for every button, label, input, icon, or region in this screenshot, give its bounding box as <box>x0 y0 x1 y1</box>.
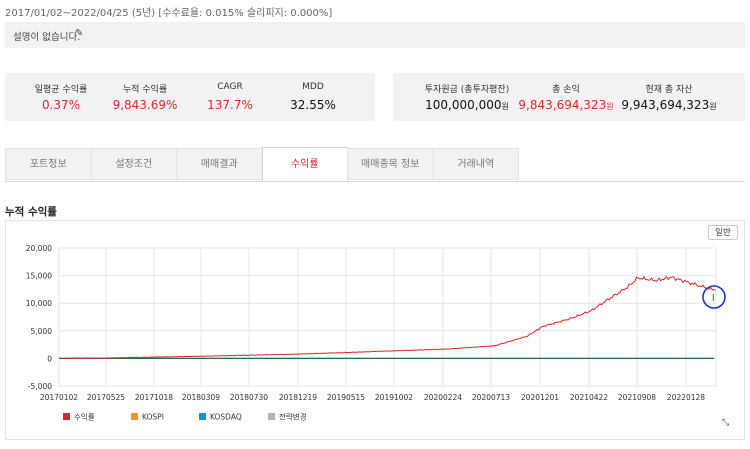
stat-value: 100,000,000원 <box>425 98 509 112</box>
stat-unit: 원 <box>501 102 509 111</box>
tab-3[interactable]: 수익률 <box>261 147 348 181</box>
stats-panel-left: 일평균 수익률 0.37% 누적 수익률 9,843.69% CAGR 137.7% MDD… <box>5 73 375 121</box>
tab-0[interactable]: 포트정보 <box>5 148 92 180</box>
stat-unit: 원 <box>606 102 614 111</box>
stat-label: 총 손익 <box>552 85 580 95</box>
pencil-icon[interactable]: ✎ <box>75 28 84 39</box>
chart-container <box>5 220 745 440</box>
description-box: 설명이 없습니다. ✎ <box>5 22 745 48</box>
stat-unit: 원 <box>709 102 717 111</box>
stats-panel-right: 투자원금 (총투자평잔) 100,000,000원 총 손익 9,843,694,32… <box>393 73 745 121</box>
result-tabs: 포트정보 설정조건 매매결과 수익률 매매종목 정보 거래내역 <box>5 147 745 182</box>
stat-label: MDD <box>302 82 324 92</box>
resize-handle-icon[interactable]: ⤡ <box>722 418 730 428</box>
chart-section-title: 누적 수익률 <box>5 206 57 218</box>
tab-2[interactable]: 매매결과 <box>176 148 263 180</box>
chart-mode-button[interactable]: 일반 <box>708 225 738 240</box>
tab-1[interactable]: 설정조건 <box>90 148 177 180</box>
stat-label: 일평균 수익률 <box>34 85 88 95</box>
stat-label: CAGR <box>217 82 243 92</box>
stat-value: 9,943,694,323원 <box>621 98 717 112</box>
stat-value: 9,843,694,323원 <box>518 98 614 112</box>
stat-label: 누적 수익률 <box>122 85 168 95</box>
description-text: 설명이 없습니다. <box>13 32 81 43</box>
stat-value: 9,843.69% <box>112 98 178 112</box>
stat-value: 0.37% <box>41 98 81 112</box>
stat-label: 현재 총 자산 <box>645 85 693 95</box>
stat-value: 137.7% <box>207 98 253 112</box>
stat-value: 32.55% <box>290 98 336 112</box>
backtest-period-text: 2017/01/02~2022/04/25 (5년) [수수료율: 0.015%… <box>5 8 333 19</box>
tab-4[interactable]: 매매종목 정보 <box>347 148 434 180</box>
tab-5[interactable]: 거래내역 <box>432 148 519 180</box>
stat-label: 투자원금 (총투자평잔) <box>424 85 510 95</box>
